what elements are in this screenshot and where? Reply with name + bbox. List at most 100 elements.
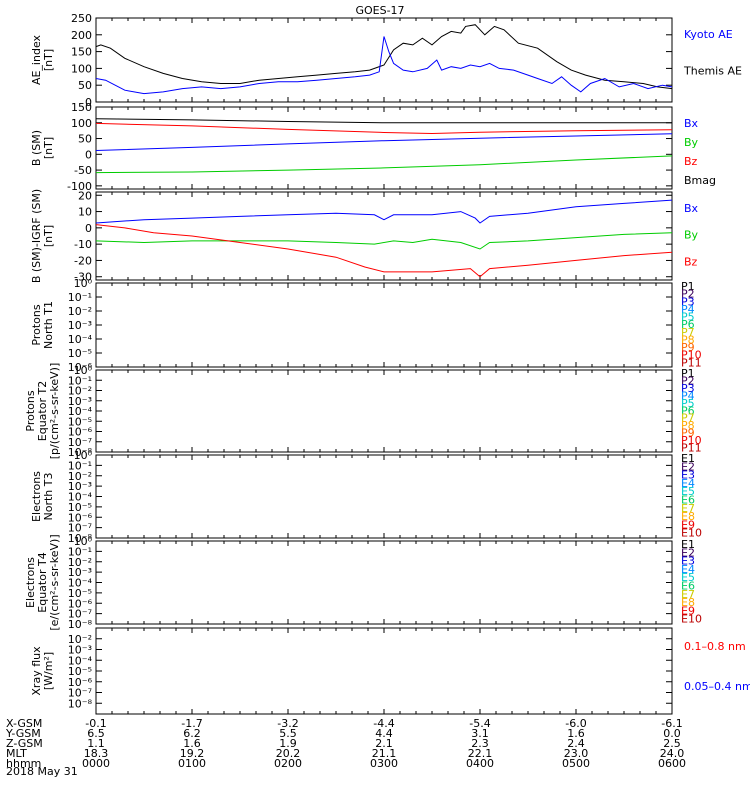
y-tick-label: 10⁰ bbox=[74, 364, 93, 377]
y-tick-label: 10⁻³ bbox=[68, 395, 92, 408]
legend-entry: P1 bbox=[681, 367, 695, 380]
series-by-line bbox=[95, 232, 673, 250]
ephemeris-row-label: X-GSM bbox=[6, 717, 42, 730]
y-tick-label: 10⁻⁶ bbox=[68, 597, 93, 610]
y-tick-label: 10⁻³ bbox=[68, 566, 92, 579]
y-tick-label: 0 bbox=[85, 148, 92, 161]
legend-entry: E5 bbox=[681, 571, 695, 584]
legend-entry: E3 bbox=[681, 469, 695, 482]
panel-8: 10⁻²10⁻³10⁻⁴10⁻⁵10⁻⁶10⁻⁷10⁻⁸ Xray flux [W/… bbox=[30, 627, 750, 715]
y-axis-label: Xray flux bbox=[30, 646, 43, 696]
y-tick-label: 100 bbox=[71, 117, 92, 130]
legend-entry: P4 bbox=[681, 303, 695, 316]
legend-entry: E5 bbox=[681, 485, 695, 498]
ephemeris-value: 0.0 bbox=[663, 727, 681, 740]
legend-entry: E2 bbox=[681, 460, 695, 473]
ephemeris-value: 2.5 bbox=[663, 737, 681, 750]
ephemeris-value: 2.4 bbox=[567, 737, 585, 750]
y-axis-label: Protons bbox=[30, 304, 43, 345]
ephemeris-row-label: Y-GSM bbox=[5, 727, 41, 740]
series-bx-line bbox=[95, 133, 673, 151]
panel-frame bbox=[95, 191, 673, 281]
ephemeris-value: 2.3 bbox=[471, 737, 489, 750]
legend-entry: P5 bbox=[681, 311, 695, 324]
ephemeris-value: 6.5 bbox=[87, 727, 105, 740]
series-by-line bbox=[95, 155, 673, 174]
legend-entry: P4 bbox=[681, 389, 695, 402]
ephemeris-value: 21.1 bbox=[372, 747, 397, 760]
legend-entry: E9 bbox=[681, 604, 695, 617]
y-tick-label: 10⁻⁴ bbox=[68, 577, 93, 590]
y-tick-label: -10 bbox=[74, 238, 92, 251]
legend-entry: P9 bbox=[681, 341, 695, 354]
ephemeris-value: 1.6 bbox=[567, 727, 585, 740]
y-tick-label: 10⁻⁷ bbox=[68, 436, 92, 449]
legend-entry: E6 bbox=[681, 580, 695, 593]
panel-2: -100 -50 0 50 100 150 B (SM) [nT] Bx By Bz Bmag bbox=[30, 101, 716, 193]
ephemeris-value: 24.0 bbox=[660, 747, 685, 760]
y-tick-label: 0 bbox=[85, 96, 92, 109]
ephemeris-value: 22.1 bbox=[468, 747, 493, 760]
y-tick-label: 10⁻⁴ bbox=[68, 405, 93, 418]
legend-entry: P8 bbox=[681, 419, 695, 432]
legend-entry: P3 bbox=[681, 295, 695, 308]
y-tick-label: 10⁰ bbox=[74, 277, 93, 290]
panel-7: 10⁰10⁻¹10⁻²10⁻³10⁻⁴10⁻⁵10⁻⁶10⁻⁷10⁻⁸Elect… bbox=[24, 534, 702, 631]
y-axis-label: [W/m²] bbox=[42, 652, 55, 690]
y-axis-label: Protons bbox=[24, 390, 37, 431]
legend-entry: By bbox=[684, 229, 699, 242]
ephemeris-value: -6.0 bbox=[565, 717, 586, 730]
panel-6: 10⁰10⁻¹10⁻²10⁻³10⁻⁴10⁻⁵10⁻⁶10⁻⁷10⁻⁸Elect… bbox=[30, 449, 702, 545]
y-tick-label: -30 bbox=[74, 271, 92, 284]
y-tick-label: 10⁻³ bbox=[68, 644, 92, 657]
ephemeris-value: 1.9 bbox=[279, 737, 297, 750]
y-axis-label: B (SM) bbox=[30, 130, 43, 166]
y-axis-label: [nT] bbox=[42, 137, 55, 159]
y-tick-label: 0 bbox=[85, 222, 92, 235]
series-bz-line bbox=[95, 224, 673, 278]
legend-entry: Bx bbox=[684, 202, 699, 215]
legend-entry: 0.1–0.8 nm bbox=[684, 640, 746, 653]
y-tick-label: 10⁻⁸ bbox=[68, 446, 93, 459]
y-tick-label: 10⁻⁵ bbox=[68, 587, 92, 600]
chart-title: GOES-17 bbox=[355, 4, 404, 17]
y-tick-label: 10⁻³ bbox=[68, 480, 92, 493]
legend-entry: P5 bbox=[681, 397, 695, 410]
y-tick-label: 10⁻⁸ bbox=[68, 618, 93, 631]
panel-frame bbox=[95, 540, 673, 625]
legend-entry: P6 bbox=[681, 318, 695, 331]
legend-entry: Bx bbox=[684, 117, 699, 130]
legend-entry: E1 bbox=[681, 538, 695, 551]
ephemeris-value: -0.1 bbox=[85, 717, 106, 730]
legend-entry: E7 bbox=[681, 588, 695, 601]
legend-entry: Kyoto AE bbox=[684, 28, 733, 41]
y-axis-label: Equator T2 bbox=[36, 381, 49, 441]
y-tick-label: 10⁻⁶ bbox=[68, 426, 93, 439]
y-tick-label: 10⁻⁸ bbox=[68, 697, 93, 710]
y-tick-label: 10⁻⁵ bbox=[68, 665, 92, 678]
panel-3: -30 -20 -10 0 10 20 B (SM)-IGRF (SM) [nT] Bx By Bz bbox=[30, 189, 699, 284]
y-tick-label: -50 bbox=[74, 164, 92, 177]
legend-entry: P3 bbox=[681, 382, 695, 395]
legend-entry: P2 bbox=[681, 288, 695, 301]
y-tick-label: 10⁻⁴ bbox=[68, 654, 93, 667]
legend-entry: P6 bbox=[681, 404, 695, 417]
legend-entry: P8 bbox=[681, 333, 695, 346]
y-tick-label: 10⁻¹ bbox=[68, 459, 92, 472]
panel-1: 0 50 100 150 200 250 AE_index [nT] Kyoto AE Themi… bbox=[30, 12, 742, 109]
y-tick-label: 10⁰ bbox=[74, 535, 93, 548]
legend-entry: P7 bbox=[681, 326, 695, 339]
legend-entry: E9 bbox=[681, 518, 695, 531]
ephemeris-value: 0000 bbox=[82, 757, 110, 770]
ephemeris-value: 0400 bbox=[466, 757, 494, 770]
panel-frame bbox=[95, 282, 673, 368]
y-axis-label: North T3 bbox=[42, 473, 55, 521]
ephemeris-value: 19.2 bbox=[180, 747, 205, 760]
y-tick-label: 10⁻² bbox=[68, 633, 92, 646]
panel-frame bbox=[95, 17, 673, 103]
y-tick-label: 10⁻² bbox=[68, 556, 92, 569]
legend-entry: E8 bbox=[681, 510, 695, 523]
y-tick-label: 10⁻⁴ bbox=[68, 333, 93, 346]
legend-entry: P11 bbox=[681, 442, 702, 455]
